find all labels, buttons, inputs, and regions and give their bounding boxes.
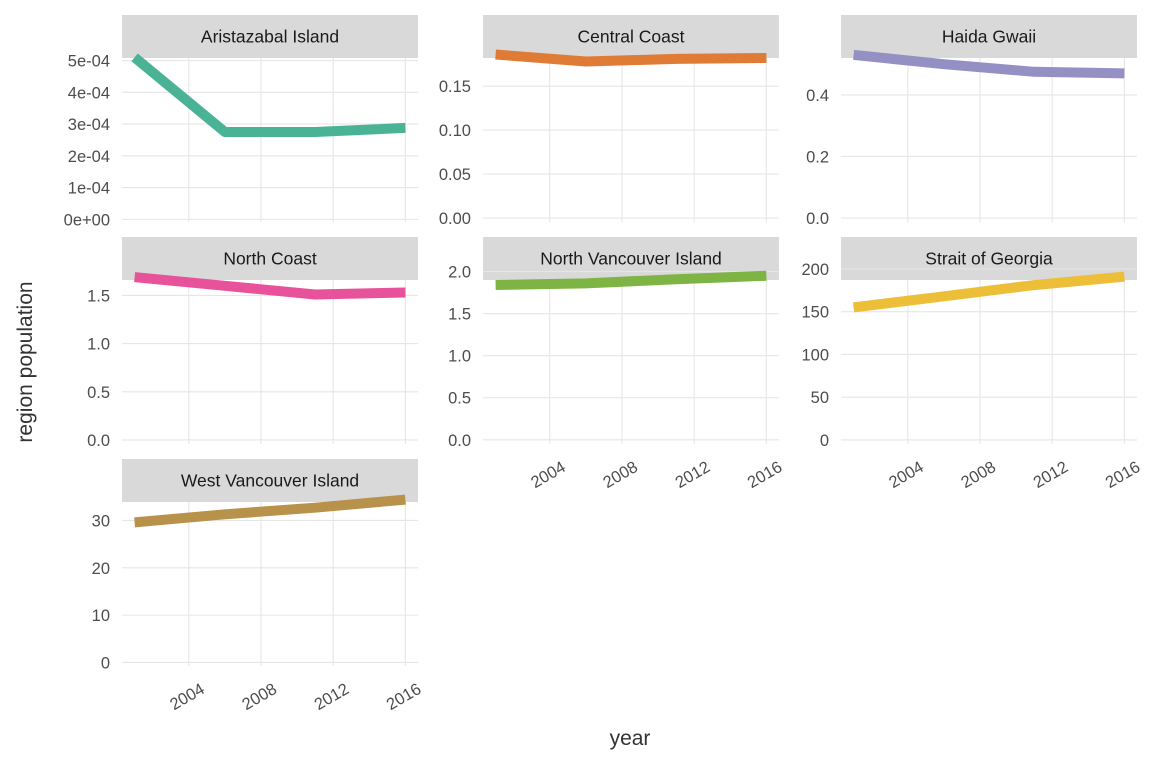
- y-tick-label: 50: [811, 389, 829, 407]
- facet-strip: [122, 15, 418, 58]
- facet-strip-label: Haida Gwaii: [942, 27, 1036, 47]
- x-tick-label: 2016: [745, 458, 786, 492]
- series-line-north-coast: [134, 272, 406, 300]
- gridlines: [122, 502, 418, 666]
- series-line-aristazabal-island: [131, 53, 406, 137]
- y-tick-label: 1.0: [87, 336, 110, 354]
- facet-strip-label: West Vancouver Island: [181, 471, 359, 491]
- facet-strip: [122, 459, 418, 502]
- x-tick-label: 2008: [958, 458, 999, 492]
- x-tick-label: 2016: [384, 680, 425, 714]
- x-tick-label: 2012: [672, 458, 713, 492]
- y-tick-label: 0.4: [806, 87, 829, 105]
- facet-strip: [483, 15, 779, 58]
- x-tick-label: 2004: [528, 458, 569, 492]
- y-tick-label: 1.5: [87, 287, 110, 305]
- series-line-central-coast: [495, 49, 767, 67]
- series-line-north-vancouver-island: [495, 270, 767, 290]
- x-tick-label: 2012: [1030, 458, 1071, 492]
- y-tick-label: 0.05: [439, 166, 471, 184]
- y-tick-label: 3e-04: [68, 116, 110, 134]
- series-line-strait-of-georgia: [852, 271, 1125, 313]
- y-axis-title: region population: [14, 281, 37, 442]
- facet-strip-label: Central Coast: [578, 27, 685, 47]
- y-tick-label: 1.5: [448, 306, 471, 324]
- facet-central-coast: Central Coast 0.00 0.05 0.10 0.15: [439, 15, 779, 228]
- y-tick-label: 0.5: [448, 390, 471, 408]
- facet-strip: [841, 15, 1137, 58]
- x-tick-label: 2008: [239, 680, 280, 714]
- facet-strip: [841, 237, 1137, 280]
- facet-strip-label: Strait of Georgia: [925, 249, 1053, 269]
- y-tick-label: 0.0: [448, 432, 471, 450]
- series-line-west-vancouver-island: [134, 494, 406, 528]
- y-tick-label: 1.0: [448, 348, 471, 366]
- y-tick-label: 2.0: [448, 264, 471, 282]
- facet-strip-label: North Vancouver Island: [540, 249, 722, 269]
- y-tick-label: 0.5: [87, 384, 110, 402]
- y-tick-label: 2e-04: [68, 148, 110, 166]
- facet-aristazabal-island: Aristazabal Island 0e+00 1e-04 2e-04 3e-04 4e…: [64, 15, 418, 229]
- y-tick-label: 30: [92, 512, 110, 530]
- x-tick-label: 2004: [167, 680, 208, 714]
- y-tick-label: 0: [820, 432, 829, 450]
- y-tick-label: 100: [801, 346, 829, 364]
- x-tick-label: 2004: [886, 458, 927, 492]
- facet-strip-label: Aristazabal Island: [201, 27, 339, 47]
- facet-haida-gwaii: Haida Gwaii 0.0 0.2 0.4: [806, 15, 1137, 228]
- y-tick-label: 0.10: [439, 122, 471, 140]
- gridlines: [841, 268, 1137, 444]
- y-tick-label: 0.0: [806, 210, 829, 228]
- y-tick-label: 0.00: [439, 210, 471, 228]
- y-tick-label: 5e-04: [68, 53, 110, 71]
- y-tick-label: 200: [801, 261, 829, 279]
- facet-strip: [122, 237, 418, 280]
- y-tick-label: 4e-04: [68, 84, 110, 102]
- gridlines: [122, 280, 418, 444]
- y-tick-label: 150: [801, 304, 829, 322]
- gridlines: [483, 58, 779, 222]
- x-tick-label: 2008: [600, 458, 641, 492]
- gridlines: [841, 58, 1137, 222]
- y-tick-label: 1e-04: [68, 180, 110, 198]
- facet-strait-of-georgia: Strait of Georgia 0 50 100 150 200 2004 2008 201…: [801, 237, 1143, 492]
- y-tick-label: 0: [101, 654, 110, 672]
- gridlines: [483, 271, 779, 444]
- x-tick-label: 2012: [311, 680, 352, 714]
- y-tick-label: 0.0: [87, 432, 110, 450]
- facet-panels: Aristazabal Island 0e+00 1e-04 2e-04 3e-04 4e…: [64, 15, 1143, 714]
- x-axis-title: year: [610, 727, 651, 750]
- series-line-haida-gwaii: [853, 49, 1125, 79]
- y-tick-label: 0e+00: [64, 211, 110, 229]
- y-tick-label: 20: [92, 560, 110, 578]
- y-tick-label: 0.2: [806, 148, 829, 166]
- facet-north-coast: North Coast 0.0 0.5 1.0 1.5: [87, 237, 418, 450]
- y-tick-label: 10: [92, 607, 110, 625]
- facet-west-vancouver-island: West Vancouver Island 0 10 20 30 2004 2008 2012…: [92, 459, 425, 714]
- facet-north-vancouver-island: North Vancouver Island 0.0 0.5 1.0 1.5 2.0 200…: [448, 237, 785, 492]
- x-tick-label: 2016: [1103, 458, 1144, 492]
- facet-strip-label: North Coast: [223, 249, 317, 269]
- y-tick-label: 0.15: [439, 78, 471, 96]
